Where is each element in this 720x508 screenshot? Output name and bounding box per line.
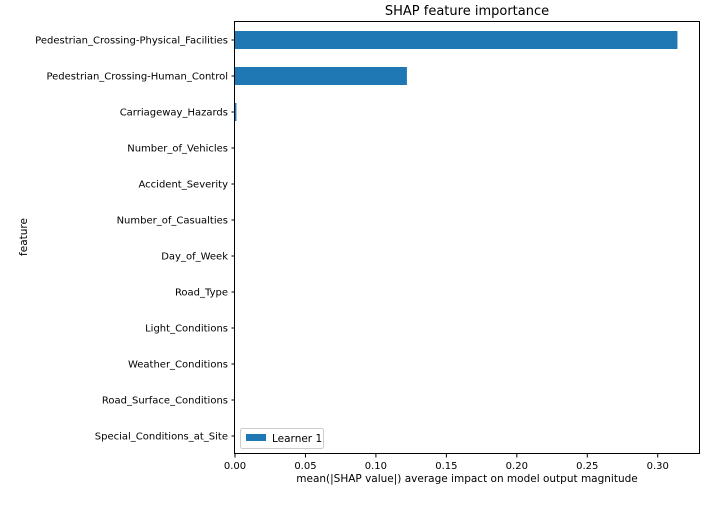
- x-tick-label: 0.15: [435, 461, 457, 472]
- legend-swatch: [246, 434, 266, 441]
- chart-title: SHAP feature importance: [385, 4, 549, 19]
- x-tick-label: 0.00: [224, 461, 246, 472]
- x-tick-label: 0.25: [576, 461, 598, 472]
- y-ticks: Pedestrian_Crossing-Physical_Facilities P…: [35, 36, 235, 443]
- y-tick-label: Road_Surface_Conditions: [102, 396, 228, 407]
- y-tick-label: Number_of_Casualties: [117, 216, 228, 227]
- y-tick-label: Pedestrian_Crossing-Human_Control: [46, 72, 228, 83]
- bar-pedestrian-crossing-human-control: [235, 67, 407, 85]
- y-tick-label: Pedestrian_Crossing-Physical_Facilities: [35, 36, 228, 47]
- bars-layer: [235, 31, 678, 121]
- legend-label: Learner 1: [272, 433, 322, 445]
- x-tick-label: 0.05: [294, 461, 316, 472]
- y-tick-label: Light_Conditions: [145, 324, 228, 335]
- x-axis-label: mean(|SHAP value|) average impact on mod…: [296, 473, 638, 485]
- y-tick-label: Day_of_Week: [161, 252, 228, 263]
- y-axis-label: feature: [18, 218, 30, 256]
- x-tick-label: 0.20: [506, 461, 528, 472]
- legend: Learner 1: [240, 428, 324, 449]
- y-tick-label: Accident_Severity: [139, 180, 229, 191]
- x-tick-label: 0.30: [647, 461, 669, 472]
- x-ticks: 0.00 0.05 0.10 0.15 0.20 0.25 0.30: [224, 454, 669, 472]
- bar-pedestrian-crossing-physical-facilities: [235, 31, 678, 49]
- bar-carriageway-hazards: [235, 103, 237, 121]
- y-tick-label: Number_of_Vehicles: [127, 144, 228, 155]
- y-tick-label: Road_Type: [175, 288, 228, 299]
- y-tick-label: Carriageway_Hazards: [120, 108, 228, 119]
- y-tick-label: Weather_Conditions: [128, 360, 228, 371]
- x-tick-label: 0.10: [365, 461, 387, 472]
- legend-box: [240, 428, 324, 449]
- plot-frame: [234, 21, 700, 454]
- y-tick-label: Special_Conditions_at_Site: [95, 432, 228, 443]
